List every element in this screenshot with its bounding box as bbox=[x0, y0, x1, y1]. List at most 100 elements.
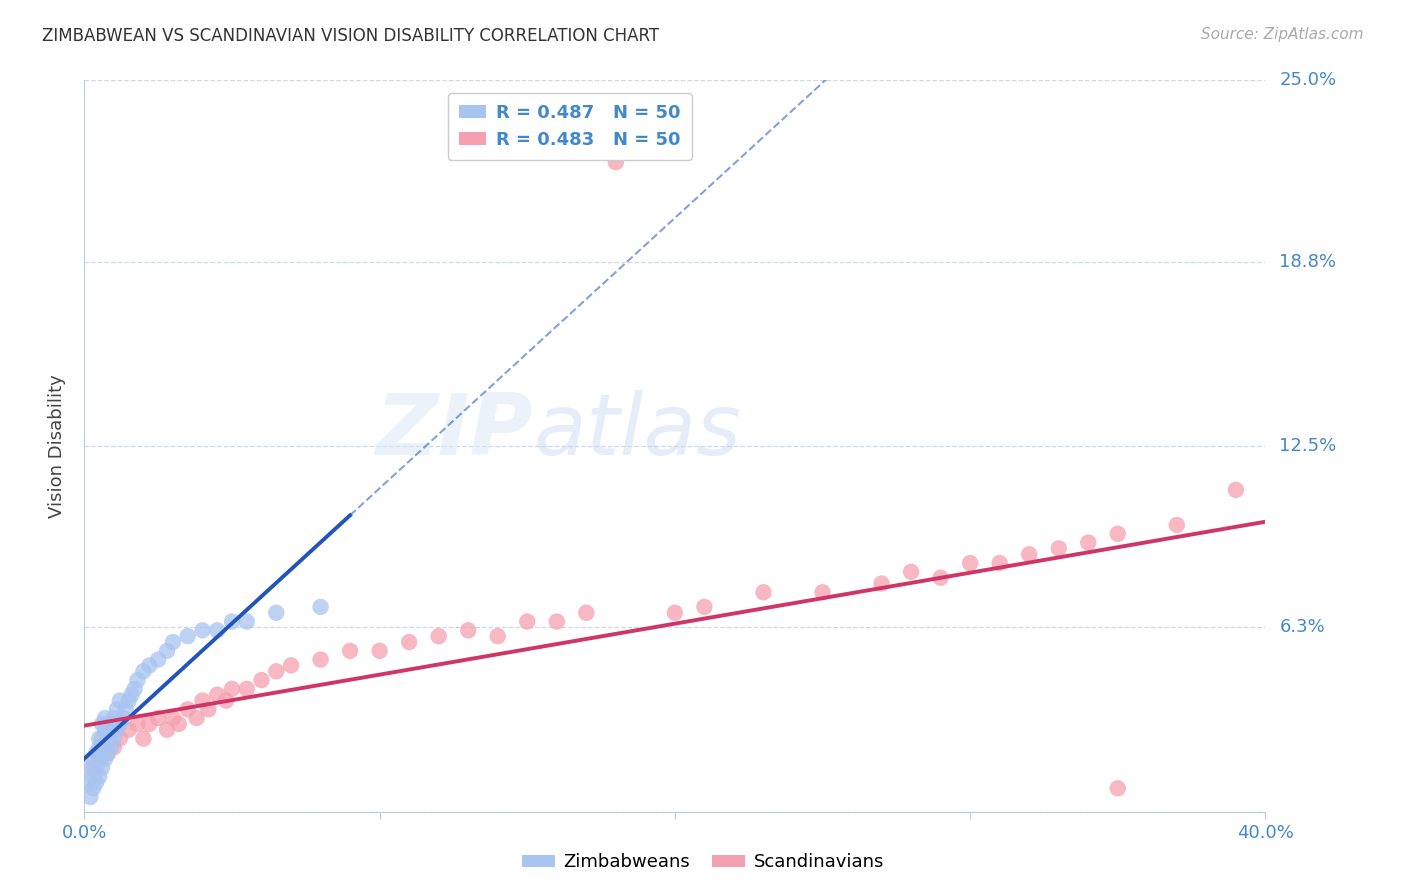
Point bbox=[108, 717, 131, 731]
Point bbox=[575, 606, 598, 620]
Point bbox=[811, 585, 834, 599]
Point bbox=[266, 665, 288, 679]
Point bbox=[215, 693, 238, 707]
Text: ZIP: ZIP bbox=[375, 390, 533, 473]
Point bbox=[929, 571, 952, 585]
Point bbox=[87, 740, 111, 755]
Point bbox=[100, 717, 122, 731]
Point bbox=[103, 740, 125, 755]
Point bbox=[221, 615, 243, 629]
Point bbox=[197, 702, 219, 716]
Point bbox=[156, 723, 179, 737]
Point bbox=[177, 629, 200, 643]
Point bbox=[84, 775, 107, 789]
Point bbox=[368, 644, 391, 658]
Point bbox=[124, 681, 146, 696]
Point bbox=[91, 717, 114, 731]
Point bbox=[138, 717, 160, 731]
Point bbox=[94, 723, 117, 737]
Point bbox=[105, 702, 128, 716]
Point bbox=[87, 770, 111, 784]
Point bbox=[94, 740, 117, 755]
Point bbox=[1107, 526, 1129, 541]
Point bbox=[191, 624, 214, 638]
Point bbox=[94, 711, 117, 725]
Point bbox=[97, 746, 120, 760]
Point bbox=[87, 752, 111, 766]
Point bbox=[76, 775, 98, 789]
Legend: Zimbabweans, Scandinavians: Zimbabweans, Scandinavians bbox=[515, 847, 891, 879]
Point bbox=[84, 761, 107, 775]
Point bbox=[959, 556, 981, 570]
Point bbox=[250, 673, 273, 687]
Point bbox=[156, 644, 179, 658]
Point bbox=[221, 681, 243, 696]
Text: 25.0%: 25.0% bbox=[1279, 71, 1337, 89]
Point bbox=[457, 624, 479, 638]
Point bbox=[207, 688, 229, 702]
Text: 12.5%: 12.5% bbox=[1279, 437, 1337, 455]
Point bbox=[118, 693, 141, 707]
Point bbox=[91, 761, 114, 775]
Point bbox=[108, 693, 131, 707]
Point bbox=[87, 731, 111, 746]
Point bbox=[1077, 535, 1099, 549]
Point bbox=[309, 652, 332, 666]
Point bbox=[516, 615, 538, 629]
Point bbox=[148, 711, 170, 725]
Point bbox=[1107, 781, 1129, 796]
Point bbox=[132, 731, 155, 746]
Point bbox=[191, 693, 214, 707]
Point bbox=[177, 702, 200, 716]
Point bbox=[91, 731, 114, 746]
Point bbox=[546, 615, 568, 629]
Point bbox=[752, 585, 775, 599]
Point bbox=[427, 629, 450, 643]
Point bbox=[266, 606, 288, 620]
Point bbox=[339, 644, 361, 658]
Point bbox=[111, 711, 134, 725]
Legend: R = 0.487   N = 50, R = 0.483   N = 50: R = 0.487 N = 50, R = 0.483 N = 50 bbox=[447, 93, 692, 160]
Point bbox=[309, 599, 332, 614]
Point bbox=[1166, 518, 1188, 533]
Text: ZIMBABWEAN VS SCANDINAVIAN VISION DISABILITY CORRELATION CHART: ZIMBABWEAN VS SCANDINAVIAN VISION DISABI… bbox=[42, 27, 659, 45]
Point bbox=[79, 790, 101, 805]
Point bbox=[1047, 541, 1070, 556]
Point bbox=[82, 752, 104, 766]
Point bbox=[103, 711, 125, 725]
Point bbox=[236, 615, 259, 629]
Y-axis label: Vision Disability: Vision Disability bbox=[48, 374, 66, 518]
Point bbox=[97, 717, 120, 731]
Point bbox=[82, 781, 104, 796]
Point bbox=[94, 752, 117, 766]
Point bbox=[132, 665, 155, 679]
Point bbox=[1018, 547, 1040, 561]
Point bbox=[162, 711, 184, 725]
Text: 18.8%: 18.8% bbox=[1279, 252, 1336, 270]
Point bbox=[127, 717, 149, 731]
Point bbox=[121, 688, 143, 702]
Point bbox=[693, 599, 716, 614]
Point bbox=[87, 752, 111, 766]
Point bbox=[97, 746, 120, 760]
Point bbox=[97, 731, 120, 746]
Point bbox=[118, 723, 141, 737]
Point bbox=[108, 731, 131, 746]
Point bbox=[105, 723, 128, 737]
Point bbox=[664, 606, 686, 620]
Point bbox=[988, 556, 1011, 570]
Point bbox=[114, 702, 136, 716]
Point bbox=[280, 658, 302, 673]
Point bbox=[91, 746, 114, 760]
Point bbox=[103, 731, 125, 746]
Point bbox=[605, 155, 627, 169]
Point bbox=[127, 673, 149, 687]
Point bbox=[236, 681, 259, 696]
Point bbox=[82, 761, 104, 775]
Point bbox=[138, 658, 160, 673]
Point bbox=[486, 629, 509, 643]
Point bbox=[1225, 483, 1247, 497]
Point bbox=[167, 717, 190, 731]
Text: Source: ZipAtlas.com: Source: ZipAtlas.com bbox=[1201, 27, 1364, 42]
Point bbox=[162, 635, 184, 649]
